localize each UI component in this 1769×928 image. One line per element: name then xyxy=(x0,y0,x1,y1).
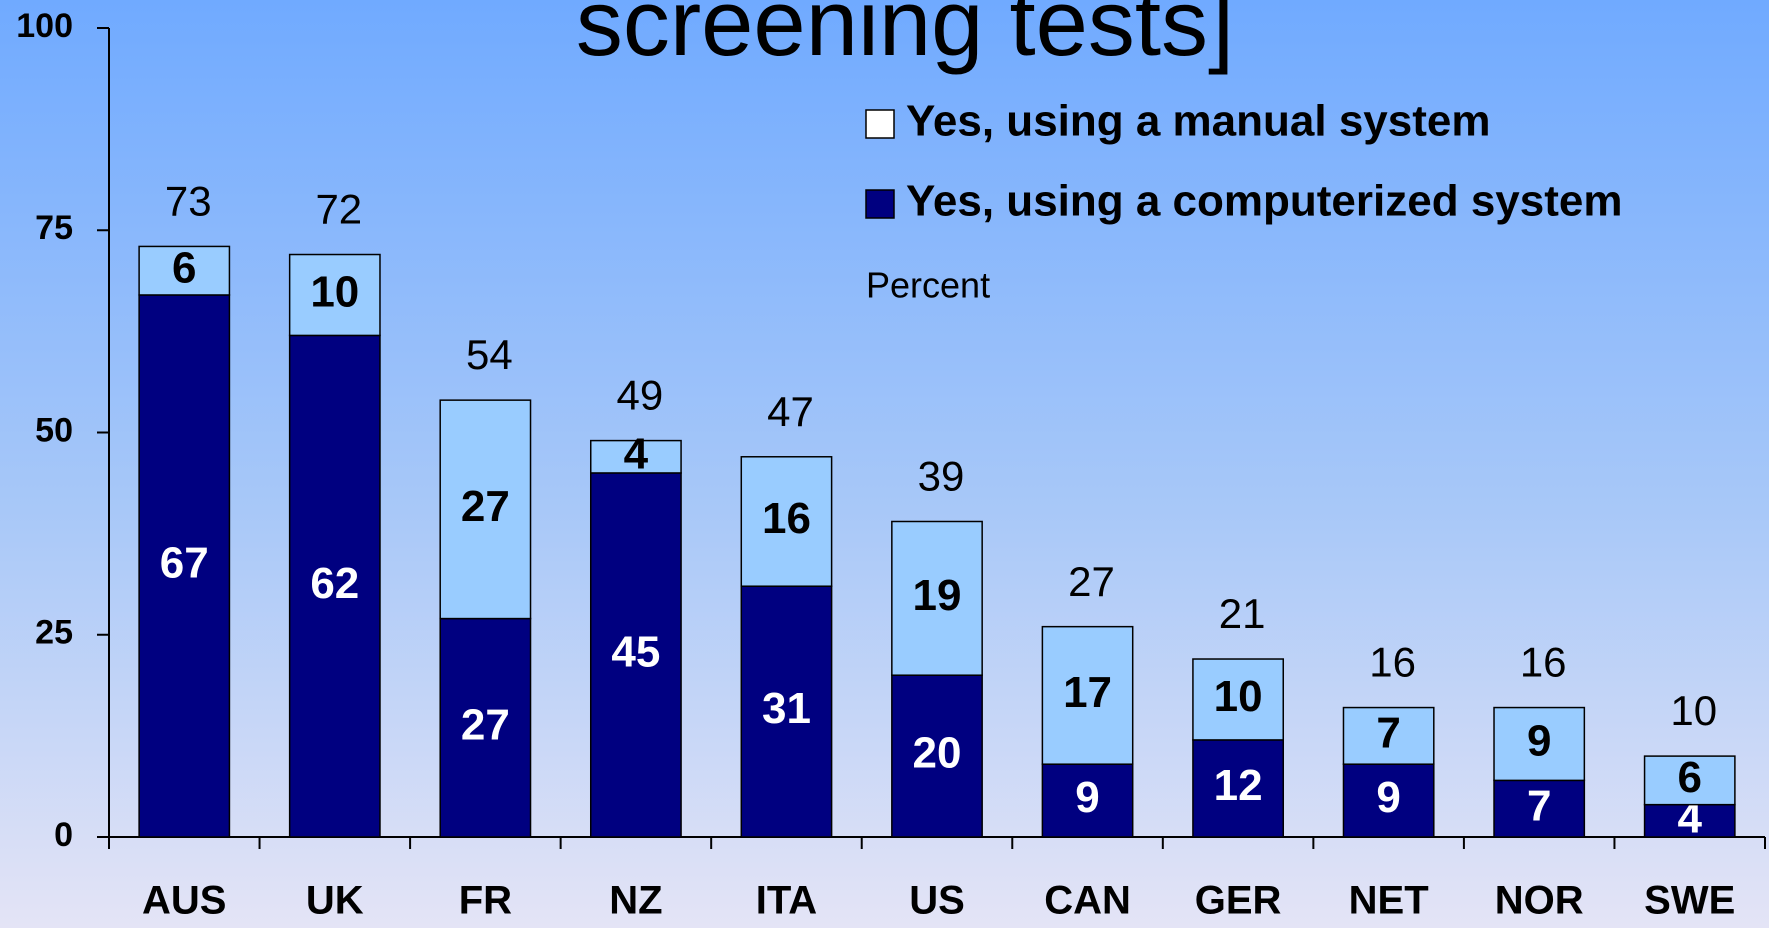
bar-segment xyxy=(288,253,381,337)
value-label: 12 xyxy=(1214,761,1263,810)
total-label: 49 xyxy=(617,372,664,419)
bar-segment xyxy=(1493,706,1586,782)
bar-segment xyxy=(1041,763,1134,838)
value-label: 4 xyxy=(624,429,649,478)
x-tick-label: UK xyxy=(306,879,364,923)
bar-segment xyxy=(288,334,381,838)
bar-segment xyxy=(439,399,532,620)
total-label: 54 xyxy=(466,331,513,378)
legend-swatch xyxy=(865,109,895,139)
legend-swatch xyxy=(865,189,895,219)
bar-segment xyxy=(1192,658,1285,741)
value-label: 9 xyxy=(1075,773,1099,822)
bar-segment xyxy=(740,585,833,838)
x-tick-label: SWE xyxy=(1644,879,1735,923)
value-label: 31 xyxy=(762,684,811,733)
value-label: 6 xyxy=(172,243,196,292)
value-label: 7 xyxy=(1527,781,1551,830)
total-label: 27 xyxy=(1068,558,1115,605)
bar-segment xyxy=(1342,706,1435,765)
y-tick-label: 75 xyxy=(35,209,73,247)
bar-segment xyxy=(1342,763,1435,838)
chart-title: screening tests] xyxy=(576,0,1234,75)
y-tick-label: 25 xyxy=(35,614,73,652)
value-label: 62 xyxy=(310,559,359,608)
x-tick-label: NET xyxy=(1349,879,1429,923)
legend-label: Yes, using a computerized system xyxy=(906,177,1622,226)
total-label: 39 xyxy=(918,453,965,500)
bar-segment xyxy=(138,245,231,296)
y-tick-label: 50 xyxy=(35,411,73,449)
value-label: 19 xyxy=(913,571,962,620)
x-tick-label: NOR xyxy=(1495,879,1584,923)
bar-segment xyxy=(439,617,532,838)
value-label: 17 xyxy=(1063,668,1112,717)
y-tick-label: 100 xyxy=(16,7,73,45)
value-label: 20 xyxy=(913,729,962,778)
x-tick-label: AUS xyxy=(142,879,226,923)
y-tick-label: 0 xyxy=(54,816,73,854)
bar-segment xyxy=(891,674,983,838)
total-label: 16 xyxy=(1369,639,1416,686)
x-tick-label: US xyxy=(909,879,965,923)
total-label: 47 xyxy=(767,388,814,435)
value-label: 7 xyxy=(1376,709,1400,758)
x-tick-label: CAN xyxy=(1044,879,1131,923)
value-label: 9 xyxy=(1376,773,1400,822)
bar-segment xyxy=(589,439,682,474)
value-label: 45 xyxy=(611,628,660,677)
value-label: 9 xyxy=(1527,717,1551,766)
bar-segment xyxy=(1041,625,1134,765)
x-tick-label: ITA xyxy=(756,879,817,923)
bar-segment xyxy=(891,520,983,676)
annotation: Percent xyxy=(866,265,990,306)
total-label: 72 xyxy=(315,186,362,233)
value-label: 10 xyxy=(310,268,359,317)
total-label: 21 xyxy=(1219,590,1266,637)
bar-segment xyxy=(1643,755,1736,806)
x-tick-label: GER xyxy=(1195,879,1282,923)
value-label: 6 xyxy=(1677,753,1701,802)
value-label: 16 xyxy=(762,494,811,543)
x-tick-label: NZ xyxy=(609,879,662,923)
total-label: 73 xyxy=(165,178,212,225)
legend-label: Yes, using a manual system xyxy=(906,97,1490,146)
value-label: 27 xyxy=(461,700,510,749)
value-label: 10 xyxy=(1214,672,1263,721)
value-label: 67 xyxy=(160,539,209,588)
x-tick-label: FR xyxy=(459,879,512,923)
bar-segment xyxy=(1493,779,1586,838)
bar-segment xyxy=(589,472,682,838)
total-label: 16 xyxy=(1520,639,1567,686)
value-label: 27 xyxy=(461,482,510,531)
bar-segment xyxy=(740,456,833,587)
total-label: 10 xyxy=(1670,687,1717,734)
